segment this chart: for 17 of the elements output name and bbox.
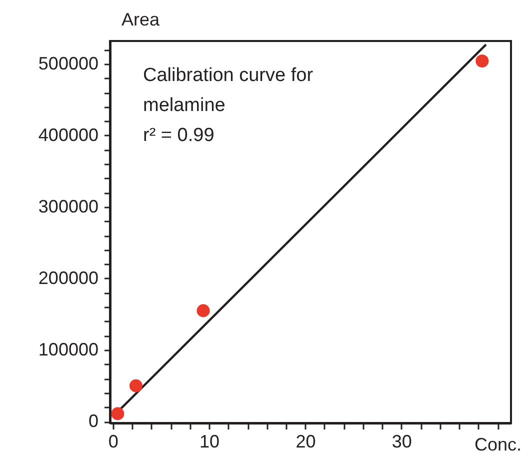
point (196, 304, 210, 318)
x-axis-title: Conc. (474, 434, 522, 454)
y-tick-label: 0 (88, 411, 98, 432)
point (129, 379, 142, 392)
y-axis-title: Area (121, 10, 160, 30)
y-tick-label: 300000 (38, 196, 98, 216)
y-tick-label: 400000 (38, 124, 98, 145)
point (476, 54, 489, 68)
annotation: r² = 0.99 (143, 125, 214, 146)
y-tick-label: 500000 (38, 53, 98, 74)
x-tick-label: 0 (108, 432, 118, 452)
y-tick-label: 100000 (38, 340, 98, 360)
x-tick-label: 30 (392, 432, 412, 452)
point (111, 407, 124, 420)
x-tick-label: 10 (200, 432, 220, 452)
x-tick-label: 20 (296, 432, 316, 452)
y-tick-label: 200000 (38, 268, 98, 288)
